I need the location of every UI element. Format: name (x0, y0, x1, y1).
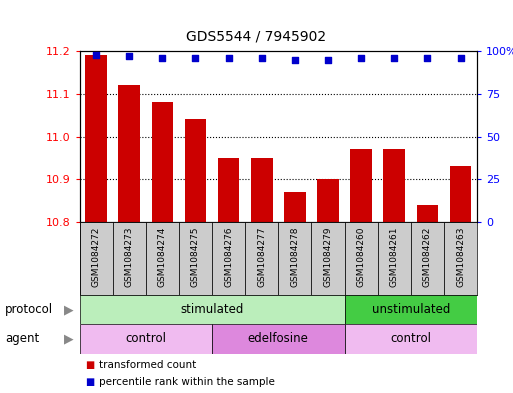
Point (225, 55, 233, 61)
Point (324, 57, 332, 63)
Text: ■: ■ (85, 360, 94, 371)
Text: ▶: ▶ (65, 303, 74, 316)
Text: transformed count: transformed count (99, 360, 196, 371)
Text: GSM1084261: GSM1084261 (390, 227, 399, 287)
Text: edelfosine: edelfosine (248, 332, 309, 345)
Text: GSM1084260: GSM1084260 (357, 227, 366, 287)
Text: GSM1084274: GSM1084274 (158, 227, 167, 287)
Text: stimulated: stimulated (181, 303, 244, 316)
Text: GSM1084276: GSM1084276 (224, 227, 233, 287)
Bar (80, 295, 345, 324)
Bar (311, 222, 345, 295)
Bar (80, 324, 212, 354)
Bar (80, 222, 113, 295)
Bar (146, 222, 179, 295)
Bar (345, 295, 477, 324)
Point (457, 55, 465, 61)
Point (357, 55, 365, 61)
Text: GDS5544 / 7945902: GDS5544 / 7945902 (186, 29, 327, 43)
Point (158, 55, 166, 61)
Text: agent: agent (5, 332, 40, 345)
Bar (345, 222, 378, 295)
Text: GSM1084278: GSM1084278 (290, 227, 300, 287)
Bar (85, 55, 107, 222)
Point (92, 51, 100, 58)
Text: GSM1084263: GSM1084263 (456, 227, 465, 287)
Bar (251, 158, 272, 222)
Bar (119, 85, 140, 222)
Text: GSM1084275: GSM1084275 (191, 227, 200, 287)
Point (423, 55, 431, 61)
Bar (444, 222, 477, 295)
Bar (417, 205, 438, 222)
Bar (212, 222, 245, 295)
Text: ▶: ▶ (65, 332, 74, 345)
Point (291, 57, 299, 63)
Text: GSM1084272: GSM1084272 (92, 227, 101, 287)
Bar (317, 179, 339, 222)
Text: GSM1084279: GSM1084279 (324, 227, 332, 287)
Bar (450, 167, 471, 222)
Bar (284, 192, 306, 222)
Bar (245, 222, 278, 295)
Point (191, 55, 200, 61)
Text: ■: ■ (85, 377, 94, 387)
Text: control: control (125, 332, 166, 345)
Text: control: control (390, 332, 431, 345)
Bar (411, 222, 444, 295)
Bar (384, 149, 405, 222)
Bar (151, 102, 173, 222)
Text: protocol: protocol (5, 303, 53, 316)
Bar (218, 158, 240, 222)
Bar (378, 222, 411, 295)
Bar (212, 324, 345, 354)
Point (125, 53, 133, 59)
Text: unstimulated: unstimulated (371, 303, 450, 316)
Bar (278, 222, 311, 295)
Bar (179, 222, 212, 295)
Bar (113, 222, 146, 295)
Text: GSM1084273: GSM1084273 (125, 227, 134, 287)
Text: GSM1084262: GSM1084262 (423, 227, 432, 287)
Bar (185, 119, 206, 222)
Text: GSM1084277: GSM1084277 (257, 227, 266, 287)
Point (390, 55, 399, 61)
Text: percentile rank within the sample: percentile rank within the sample (99, 377, 275, 387)
Bar (350, 149, 372, 222)
Point (258, 55, 266, 61)
Bar (345, 324, 477, 354)
